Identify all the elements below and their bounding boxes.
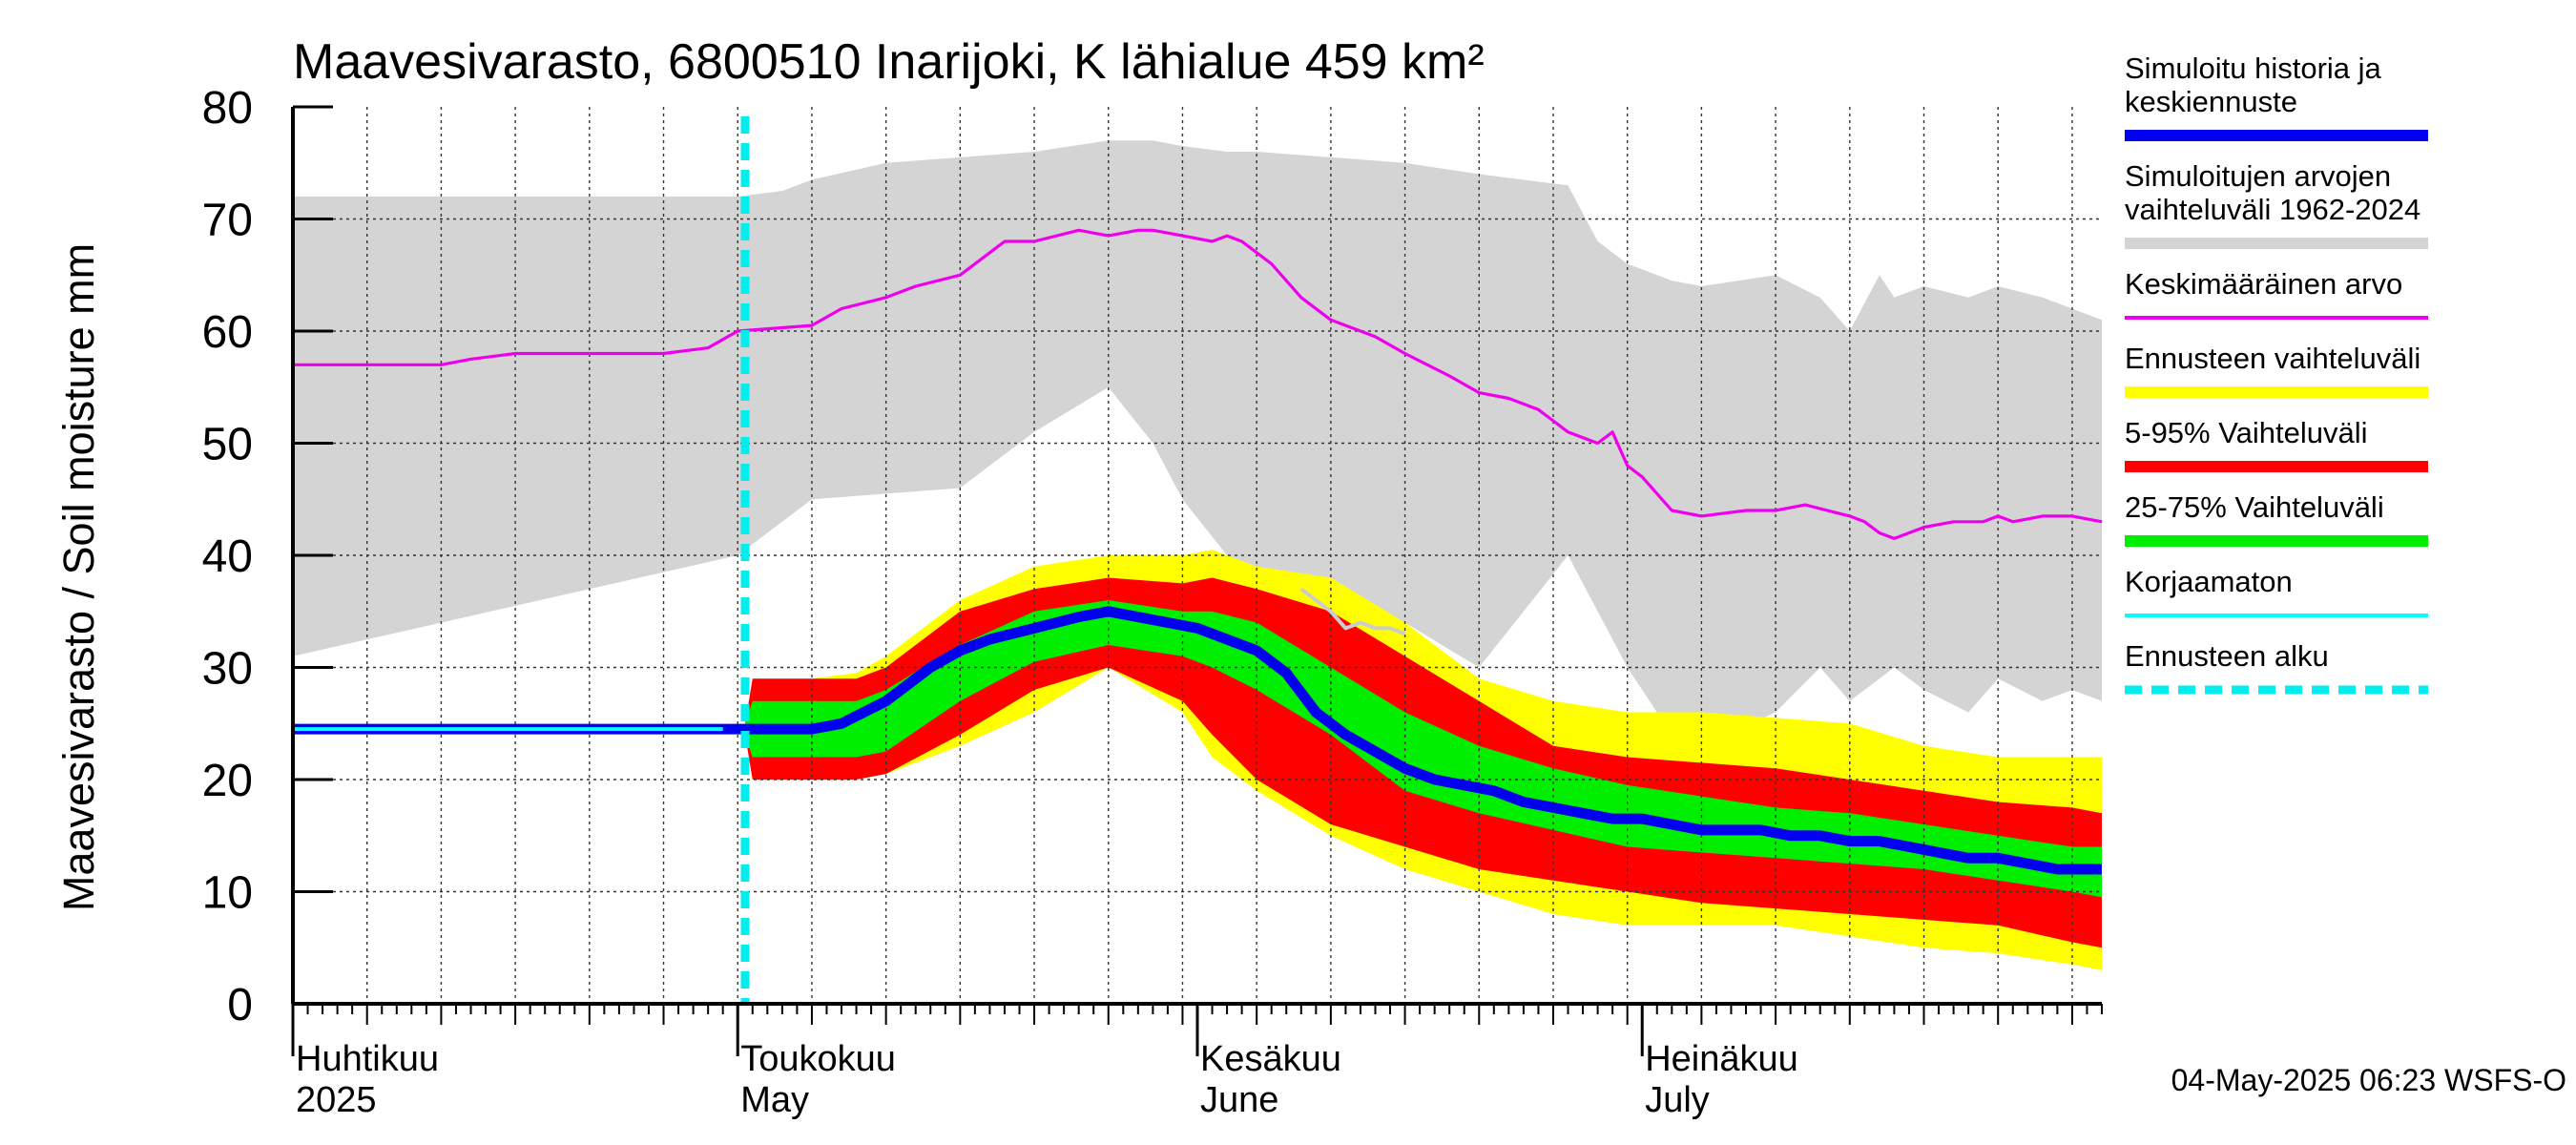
y-tick-label: 0 xyxy=(227,980,253,1030)
band-25-75-vaihteluv-li xyxy=(745,600,2102,898)
y-tick-label: 80 xyxy=(202,83,253,134)
footer-timestamp: 04-May-2025 06:23 WSFS-O xyxy=(2171,1063,2566,1097)
legend-label: Simuloitu historia ja xyxy=(2125,52,2382,85)
chart-title: Maavesivarasto, 6800510 Inarijoki, K läh… xyxy=(293,34,1485,90)
y-tick-label: 60 xyxy=(202,307,253,358)
y-tick-label: 20 xyxy=(202,756,253,806)
legend-item: Ennusteen vaihteluväli xyxy=(2125,342,2428,398)
legend-label: Korjaamaton xyxy=(2125,565,2293,598)
legend-label: Keskimääräinen arvo xyxy=(2125,267,2402,301)
x-month-label-en: June xyxy=(1200,1080,1278,1120)
legend-label: 25-75% Vaihteluväli xyxy=(2125,490,2384,524)
legend-item: 5-95% Vaihteluväli xyxy=(2125,416,2428,472)
x-month-label-en: July xyxy=(1645,1080,1710,1120)
y-axis-label: Maavesivarasto / Soil moisture mm xyxy=(54,243,103,911)
line-keskim-r-inen-arvo xyxy=(293,228,2103,541)
y-tick-label: 70 xyxy=(202,196,253,246)
legend-label: 5-95% Vaihteluväli xyxy=(2125,416,2367,449)
x-month-label-en: May xyxy=(740,1080,809,1120)
line-simuloitu-historia-ja-keskiennuste xyxy=(293,606,2102,875)
legend-item: Keskimääräinen arvo xyxy=(2125,267,2428,320)
legend-label: vaihteluväli 1962-2024 xyxy=(2125,193,2420,226)
y-tick-label: 40 xyxy=(202,531,253,582)
legend-label: Ennusteen alku xyxy=(2125,639,2329,673)
line-korjaamaton-historia-ylempi xyxy=(1299,587,1406,636)
grid xyxy=(293,107,2102,1004)
x-month-label-fi: Huhtikuu xyxy=(296,1039,439,1079)
legend-label: Simuloitujen arvojen xyxy=(2125,159,2391,193)
y-tick-label: 50 xyxy=(202,420,253,470)
x-month-label-fi: Toukokuu xyxy=(740,1039,896,1079)
y-tick-label: 30 xyxy=(202,644,253,695)
legend: Simuloitu historia jakeskiennusteSimuloi… xyxy=(2125,52,2428,695)
legend-item: Korjaamaton xyxy=(2125,565,2428,617)
legend-item: 25-75% Vaihteluväli xyxy=(2125,490,2428,547)
y-tick-label: 10 xyxy=(202,868,253,919)
x-month-label-fi: Kesäkuu xyxy=(1200,1039,1341,1079)
x-month-label-en: 2025 xyxy=(296,1080,377,1120)
legend-label: keskiennuste xyxy=(2125,85,2297,118)
x-month-label-fi: Heinäkuu xyxy=(1645,1039,1798,1079)
legend-label: Ennusteen vaihteluväli xyxy=(2125,342,2420,375)
legend-item: Ennusteen alku xyxy=(2125,639,2428,695)
